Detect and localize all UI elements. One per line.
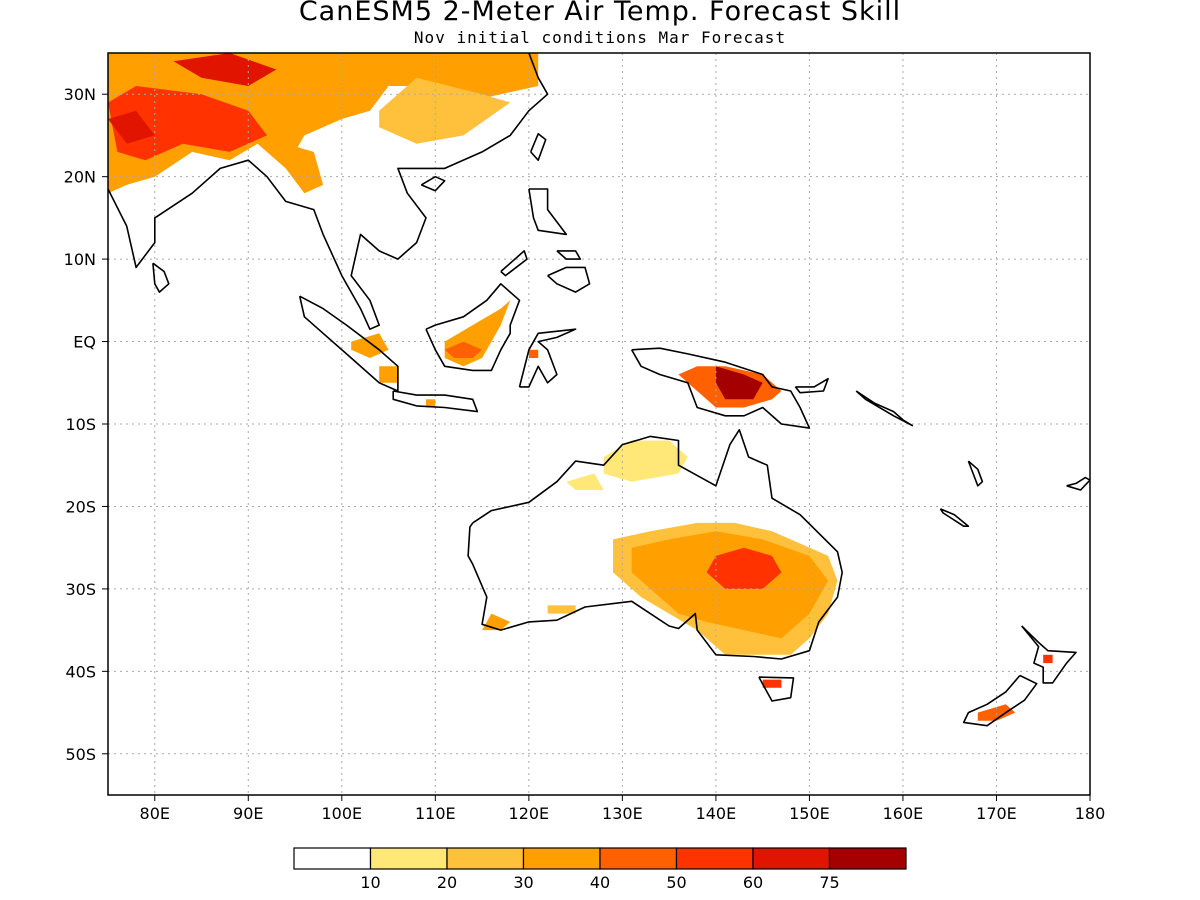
skill-region-southwest-australia bbox=[482, 613, 511, 631]
coastline-sulawesi bbox=[518, 328, 577, 388]
skill-region-south-china bbox=[379, 77, 511, 144]
coastline-nz-south bbox=[962, 674, 1038, 727]
lon-tick-label: 150E bbox=[789, 804, 830, 823]
lon-tick-label: 110E bbox=[415, 804, 456, 823]
lat-tick-label: 30N bbox=[64, 85, 96, 104]
colorbar-swatch bbox=[522, 847, 601, 870]
coastlines bbox=[108, 53, 1090, 727]
coastline-new-guinea bbox=[631, 347, 811, 429]
colorbar-swatch bbox=[599, 847, 678, 870]
lon-tick-label: 80E bbox=[140, 804, 170, 823]
coastline-palawan bbox=[500, 250, 528, 277]
coastline-taiwan bbox=[529, 133, 547, 161]
colorbar-label: 75 bbox=[819, 873, 839, 892]
skill-region-north-australia bbox=[603, 440, 688, 482]
coastline-sumatra bbox=[298, 295, 399, 392]
skill-region-borneo-core bbox=[444, 341, 483, 358]
map-subtitle: Nov initial conditions Mar Forecast bbox=[413, 28, 787, 47]
skill-region-myanmar-strip bbox=[285, 143, 324, 194]
colorbar-label: 60 bbox=[743, 873, 763, 892]
coastline-philippines-visayas bbox=[556, 250, 582, 260]
coastline-nz-north bbox=[1021, 625, 1077, 684]
coastline-solomon bbox=[855, 390, 914, 427]
skill-region-northwest-core bbox=[108, 110, 155, 144]
skill-region-tibet-north-india bbox=[108, 53, 539, 194]
skill-region-java-dot bbox=[426, 399, 436, 408]
lat-tick-label: 40S bbox=[65, 662, 96, 681]
coastline-philippines-mindanao bbox=[547, 266, 591, 293]
colorbar-label: 20 bbox=[437, 873, 457, 892]
map-title: CanESM5 2-Meter Air Temp. Forecast Skill bbox=[298, 0, 902, 27]
coastline-australia bbox=[467, 428, 844, 660]
colorbar-swatch bbox=[293, 847, 372, 870]
lat-tick-label: 20S bbox=[65, 497, 96, 516]
lat-tick-label: EQ bbox=[73, 333, 96, 352]
coastline-sri-lanka bbox=[152, 262, 170, 293]
lon-tick-label: 170E bbox=[976, 804, 1017, 823]
skill-region-north-australia-2 bbox=[566, 473, 604, 490]
colorbar-label: 50 bbox=[666, 873, 686, 892]
skill-region-sulawesi-dot bbox=[528, 349, 539, 358]
skill-region-north-india-core bbox=[108, 86, 267, 161]
lat-tick-label: 30S bbox=[65, 580, 96, 599]
coastline-vanuatu bbox=[967, 460, 984, 487]
skill-region-nz-north-dot bbox=[1043, 654, 1053, 664]
skill-region-australia-core bbox=[706, 547, 782, 589]
lat-tick-label: 50S bbox=[65, 745, 96, 764]
skill-region-nz-south bbox=[977, 704, 1016, 721]
lon-tick-label: 180 bbox=[1075, 804, 1106, 823]
skill-region-tibet-core bbox=[173, 53, 277, 86]
skill-region-sumatra-south bbox=[379, 366, 398, 383]
colorbar-swatch bbox=[675, 847, 754, 870]
coastline-hainan bbox=[420, 175, 446, 192]
axis-labels: 80E 90E 100E 110E 120E 130E 140E 150E 160E 170E 18… bbox=[64, 85, 1106, 823]
colorbar-label: 40 bbox=[590, 873, 610, 892]
coastline-philippines-luzon bbox=[528, 188, 568, 236]
colorbar-swatch bbox=[446, 847, 525, 870]
coastline-asia-mainland bbox=[108, 53, 549, 331]
lon-tick-label: 100E bbox=[321, 804, 362, 823]
skill-region-south-coast-patch bbox=[547, 605, 576, 614]
coastline-tasmania bbox=[758, 676, 795, 702]
lat-tick-label: 10S bbox=[65, 415, 96, 434]
lon-tick-label: 130E bbox=[602, 804, 643, 823]
colorbar-swatch bbox=[828, 847, 907, 870]
coastline-new-caledonia bbox=[939, 508, 970, 528]
coastline-borneo bbox=[425, 282, 521, 372]
skill-region-sumatra-patch bbox=[351, 333, 389, 358]
lat-tick-label: 20N bbox=[64, 168, 96, 187]
colorbar-label: 10 bbox=[360, 873, 380, 892]
colorbar-swatch bbox=[369, 847, 448, 870]
graticule bbox=[108, 53, 1090, 795]
colorbar-swatch bbox=[752, 847, 831, 870]
skill-region-new-guinea-core bbox=[715, 366, 763, 400]
lat-tick-label: 10N bbox=[64, 250, 96, 269]
coastline-java bbox=[392, 390, 479, 413]
lon-tick-label: 160E bbox=[883, 804, 924, 823]
colorbar-label: 30 bbox=[513, 873, 533, 892]
coastline-new-britain bbox=[794, 377, 829, 394]
colorbar: 10 20 30 40 50 60 75 bbox=[293, 847, 907, 892]
lon-tick-label: 90E bbox=[233, 804, 263, 823]
skill-shading bbox=[108, 53, 1053, 721]
lon-tick-label: 140E bbox=[696, 804, 737, 823]
lon-tick-label: 120E bbox=[509, 804, 550, 823]
skill-region-tasmania-dot bbox=[762, 679, 782, 688]
coastline-fiji bbox=[1066, 476, 1090, 491]
